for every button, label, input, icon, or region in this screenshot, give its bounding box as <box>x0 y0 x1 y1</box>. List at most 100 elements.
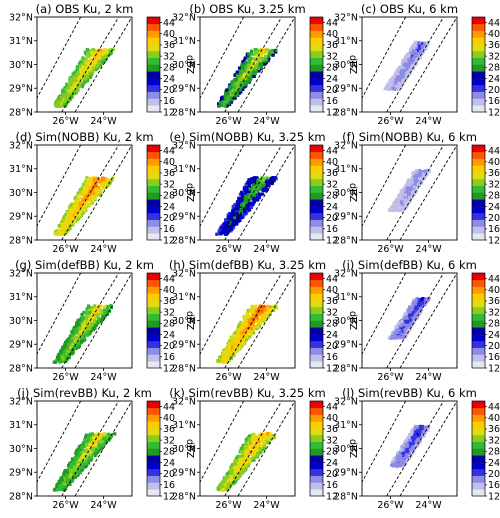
reflectivity-cell <box>409 307 413 311</box>
colorbar-segment <box>147 286 160 294</box>
reflectivity-cell <box>68 87 72 91</box>
swath-boundary <box>37 273 82 355</box>
reflectivity-cell <box>243 56 247 60</box>
reflectivity-cell <box>80 190 84 194</box>
reflectivity-cell <box>100 319 104 323</box>
reflectivity-cell <box>101 55 105 59</box>
colorbar-label: dBZ <box>347 311 358 331</box>
reflectivity-cell <box>240 85 244 89</box>
reflectivity-cell <box>76 79 80 83</box>
colorbar-segment <box>147 192 160 200</box>
reflectivity-cell <box>253 177 257 181</box>
reflectivity-cell <box>261 188 265 192</box>
reflectivity-cell <box>97 60 101 64</box>
reflectivity-cell <box>415 306 419 309</box>
reflectivity-cell <box>62 214 66 218</box>
colorbar-segment <box>147 172 160 180</box>
reflectivity-cell <box>105 181 109 185</box>
reflectivity-cell <box>83 338 87 342</box>
panel-8: (h) Sim(defBB) Ku, 3.25 km28°N29°N30°N31… <box>169 258 358 383</box>
colorbar-frame <box>146 144 161 241</box>
reflectivity-cell <box>106 305 110 308</box>
reflectivity-cell <box>233 93 237 97</box>
reflectivity-cell <box>255 54 259 58</box>
reflectivity-cell <box>413 301 417 305</box>
reflectivity-cell <box>86 197 89 201</box>
reflectivity-cell <box>68 94 71 98</box>
reflectivity-cell <box>424 174 428 178</box>
reflectivity-cell <box>410 65 414 69</box>
reflectivity-cell <box>236 340 240 344</box>
colorbar-segment <box>147 279 160 287</box>
reflectivity-cell <box>86 322 90 326</box>
lat-tick-label: 32°N <box>9 140 33 151</box>
colorbar-segment <box>147 306 160 315</box>
reflectivity-cell <box>90 185 94 189</box>
reflectivity-cell <box>77 323 81 327</box>
lat-tick-label: 32°N <box>9 268 33 279</box>
reflectivity-cell <box>257 178 261 182</box>
reflectivity-cell <box>235 203 239 207</box>
colorbar-segment <box>147 50 160 59</box>
reflectivity-cell <box>233 351 237 355</box>
reflectivity-cell <box>226 98 229 102</box>
reflectivity-cell <box>257 69 261 73</box>
reflectivity-cell <box>83 191 87 195</box>
reflectivity-cell <box>72 220 76 224</box>
reflectivity-cell <box>90 323 94 327</box>
colorbar-tick-label: 12 <box>488 107 500 118</box>
reflectivity-cell <box>241 339 245 343</box>
reflectivity-cell <box>82 185 86 189</box>
reflectivity-cell <box>86 333 90 337</box>
reflectivity-cell <box>234 222 238 226</box>
panel-9: (i) Sim(defBB) Ku, 6 km28°N29°N30°N31°N3… <box>334 258 500 383</box>
reflectivity-cell <box>104 55 108 59</box>
reflectivity-cell <box>410 181 414 185</box>
reflectivity-cell <box>98 55 102 59</box>
lat-tick-label: 32°N <box>172 12 196 23</box>
reflectivity-cell <box>424 169 427 173</box>
reflectivity-cell <box>236 201 240 205</box>
reflectivity-cell <box>106 311 110 315</box>
reflectivity-cell <box>90 201 94 205</box>
swath-boundary <box>200 17 245 99</box>
reflectivity-cell <box>246 190 250 193</box>
reflectivity-cell <box>244 182 248 186</box>
reflectivity-cell <box>221 359 225 363</box>
reflectivity-cell <box>233 334 237 338</box>
reflectivity-cell <box>261 181 265 184</box>
reflectivity-cell <box>412 46 416 50</box>
reflectivity-cell <box>259 54 263 57</box>
reflectivity-cell <box>250 57 254 61</box>
reflectivity-cell <box>55 359 59 363</box>
reflectivity-cell <box>243 80 247 84</box>
colorbar-tick-label: 40 <box>326 285 338 296</box>
reflectivity-cell <box>81 72 85 76</box>
reflectivity-cell <box>85 327 89 331</box>
reflectivity-cell <box>78 202 82 206</box>
lat-tick-label: 30°N <box>9 316 33 327</box>
reflectivity-cell <box>405 184 408 188</box>
swath-boundary <box>200 145 245 227</box>
reflectivity-cell <box>72 214 76 218</box>
colorbar-tick-label: 24 <box>163 74 175 85</box>
reflectivity-cell <box>248 72 252 75</box>
reflectivity-cell <box>224 90 228 94</box>
reflectivity-cell <box>59 96 63 100</box>
reflectivity-cell <box>245 71 249 75</box>
reflectivity-cell <box>406 71 410 74</box>
colorbar-segment <box>147 226 160 234</box>
reflectivity-cell <box>57 357 61 361</box>
colorbar-tick-label: 24 <box>326 330 338 341</box>
reflectivity-cell <box>391 204 395 208</box>
reflectivity-cell <box>64 355 67 359</box>
reflectivity-cell <box>227 339 231 343</box>
reflectivity-cell <box>420 179 424 183</box>
reflectivity-cell <box>410 313 413 317</box>
reflectivity-cell <box>248 68 252 72</box>
colorbar-tick-label: 40 <box>326 29 338 40</box>
reflectivity-cell <box>86 179 90 183</box>
reflectivity-cell <box>228 341 231 345</box>
reflectivity-cell <box>256 316 260 320</box>
